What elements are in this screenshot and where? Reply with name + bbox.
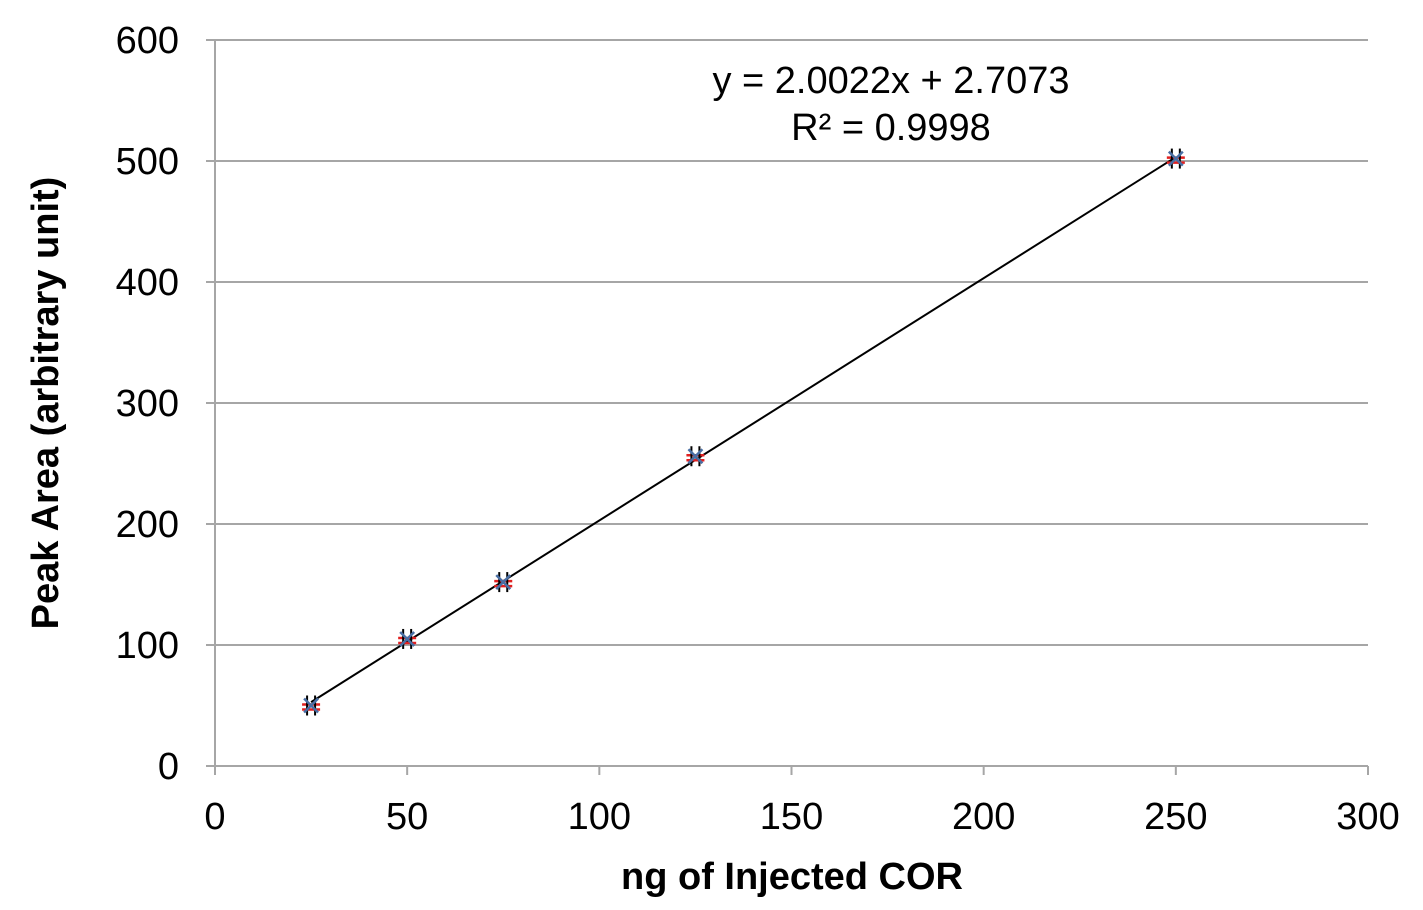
trendline — [310, 156, 1177, 704]
x-tick-label: 200 — [952, 796, 1015, 838]
data-points — [302, 148, 1185, 716]
data-point — [302, 695, 321, 716]
axes — [206, 39, 1369, 775]
point-marker — [687, 448, 704, 465]
data-point — [398, 628, 417, 649]
x-tick-label: 300 — [1336, 796, 1399, 838]
y-tick-label: 100 — [116, 625, 179, 667]
x-tick-label: 50 — [386, 796, 428, 838]
y-tick-label: 200 — [116, 504, 179, 546]
trendline-group — [310, 156, 1177, 704]
point-marker — [399, 631, 416, 647]
trendline-equation: y = 2.0022x + 2.7073 — [712, 60, 1069, 102]
x-tick-label: 100 — [568, 796, 631, 838]
data-point — [494, 572, 513, 593]
data-point — [686, 446, 705, 467]
point-marker — [495, 574, 512, 590]
x-tick-labels: 0 50 100 150 200 250 300 — [204, 796, 1399, 838]
x-tick-label: 0 — [204, 796, 225, 838]
point-marker — [303, 697, 319, 714]
trendline-r-squared: R² = 0.9998 — [791, 107, 991, 149]
y-tick-label: 0 — [158, 746, 179, 788]
x-tick-label: 150 — [760, 796, 823, 838]
x-axis-title: ng of Injected COR — [621, 856, 963, 898]
point-marker — [1167, 150, 1184, 167]
data-point — [1166, 148, 1185, 169]
y-tick-label: 400 — [116, 262, 179, 304]
gridlines — [215, 39, 1368, 646]
y-axis-title: Peak Area (arbitrary unit) — [25, 177, 67, 630]
y-tick-label: 500 — [116, 141, 179, 183]
y-tick-label: 600 — [116, 20, 179, 62]
y-tick-label: 300 — [116, 383, 179, 425]
x-tick-label: 250 — [1144, 796, 1207, 838]
y-tick-labels: 0 100 200 300 400 500 600 — [116, 20, 179, 788]
